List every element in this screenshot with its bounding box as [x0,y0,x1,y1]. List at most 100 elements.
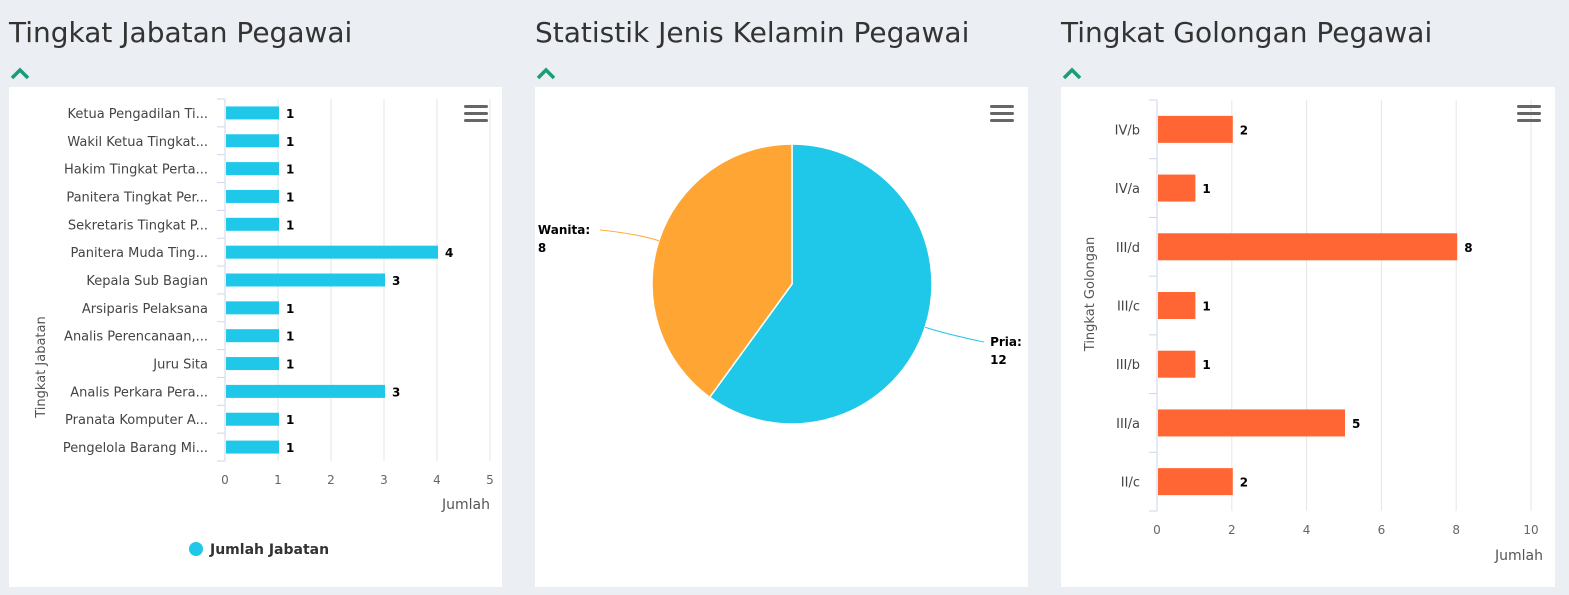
hamburger-menu-icon[interactable] [1517,105,1541,125]
category-label: Analis Perkara Pera... [70,385,208,400]
bar[interactable] [1158,115,1233,143]
category-label: Panitera Muda Ting... [71,246,208,261]
bar[interactable] [226,245,438,259]
x-tick-label: 10 [1523,523,1538,537]
bar[interactable] [1158,468,1233,496]
bar[interactable] [226,357,279,371]
data-label: 1 [286,163,294,177]
bar[interactable] [226,412,279,426]
category-label: Panitera Tingkat Per... [66,190,208,205]
category-label: III/d [1116,241,1140,256]
data-label: 1 [286,135,294,149]
bar[interactable] [1158,233,1458,261]
data-label: 1 [1202,182,1210,196]
category-label: Pengelola Barang Mi... [63,441,208,456]
hamburger-menu-icon[interactable] [464,105,488,125]
chart-golongan: 2 1 8 1 1 5 2 IV/b IV/a III/d III/c III/b III/a II/c 0… [1083,99,1543,564]
data-label: 1 [286,330,294,344]
data-label: 1 [286,190,294,204]
bar[interactable] [1158,174,1196,202]
data-label: 1 [286,413,294,427]
pie-label: Pria: [990,335,1022,349]
data-label: 8 [1464,241,1472,255]
chart-card-golongan: 2 1 8 1 1 5 2 IV/b IV/a III/d III/c III/b III/a II/c 0… [1061,87,1555,587]
x-tick-label: 6 [1378,523,1386,537]
legend-marker [189,542,203,556]
data-label: 1 [1202,300,1210,314]
pie-label: Wanita: [538,223,590,237]
data-label: 5 [1352,417,1360,431]
x-tick-label: 2 [1228,523,1236,537]
category-label: Juru Sita [152,358,208,373]
data-label: 2 [1240,123,1248,137]
data-label: 1 [1202,358,1210,372]
data-label: 1 [286,218,294,232]
category-label: Pranata Komputer A... [65,413,208,428]
data-label: 1 [286,441,294,455]
pie-slice[interactable] [651,143,793,399]
hamburger-menu-icon[interactable] [990,105,1014,125]
bar[interactable] [226,273,385,287]
bar[interactable] [226,329,279,343]
category-label: III/c [1117,300,1140,315]
x-axis-label: Jumlah [1494,548,1543,564]
data-label: 1 [286,302,294,316]
chart-jabatan: 1 1 1 1 1 4 3 1 1 1 3 1 1 Ketua Pengadilan Ti... Wakil… [34,98,494,558]
legend-item[interactable]: Jumlah Jabatan [189,542,329,558]
pie-value: 12 [990,353,1007,367]
x-tick-label: 0 [221,473,229,487]
y-axis-label: Tingkat Jabatan [34,316,49,418]
x-tick-label: 8 [1452,523,1460,537]
x-tick-label: 4 [1303,523,1311,537]
bar[interactable] [226,384,385,398]
category-label: Kepala Sub Bagian [86,274,208,289]
bar[interactable] [1158,350,1196,378]
category-label: III/a [1116,417,1140,432]
data-label: 2 [1240,476,1248,490]
bar[interactable] [226,440,279,454]
x-tick-label: 4 [433,473,441,487]
chart-jenis-kelamin: Pria: 12 Wanita: 8 [538,143,1022,425]
category-label: Wakil Ketua Tingkat... [67,135,208,150]
category-label: Arsiparis Pelaksana [82,302,208,317]
chevron-up-icon[interactable] [535,64,557,82]
chevron-up-icon[interactable] [9,64,31,82]
x-tick-label: 1 [274,473,282,487]
category-label: Hakim Tingkat Perta... [64,163,208,178]
panel-title-jenis-kelamin: Statistik Jenis Kelamin Pegawai [535,16,970,49]
panel-title-golongan: Tingkat Golongan Pegawai [1061,16,1433,49]
category-label: IV/a [1115,182,1140,197]
bar[interactable] [226,106,279,120]
y-axis-label: Tingkat Golongan [1083,237,1098,352]
bar[interactable] [226,217,279,231]
category-label: II/c [1121,476,1140,491]
category-label: Analis Perencanaan,... [64,330,208,345]
bar[interactable] [226,189,279,203]
data-label: 3 [392,274,400,288]
data-label: 1 [286,358,294,372]
pie-value: 8 [538,241,546,255]
bar[interactable] [1158,409,1345,437]
x-axis-label: Jumlah [441,497,490,513]
category-label: IV/b [1115,123,1140,138]
pie-connector [599,229,660,242]
chevron-up-icon[interactable] [1061,64,1083,82]
category-label: III/b [1116,358,1140,373]
data-label: 3 [392,385,400,399]
category-label: Ketua Pengadilan Ti... [67,107,208,122]
bar[interactable] [1158,292,1196,319]
data-label: 4 [445,246,453,260]
bar[interactable] [226,301,279,315]
data-label: 1 [286,107,294,121]
pie-connector [924,326,985,343]
x-tick-label: 2 [327,473,335,487]
panel-title-jabatan: Tingkat Jabatan Pegawai [9,16,353,49]
chart-card-jenis-kelamin: Pria: 12 Wanita: 8 [535,87,1028,587]
category-label: Sekretaris Tingkat P... [68,218,208,233]
bar[interactable] [226,134,279,148]
chart-card-jabatan: 1 1 1 1 1 4 3 1 1 1 3 1 1 Ketua Pengadilan Ti... Wakil… [9,87,502,587]
x-tick-label: 0 [1153,523,1161,537]
x-tick-label: 3 [380,473,388,487]
legend-label: Jumlah Jabatan [209,542,329,558]
bar[interactable] [226,162,279,176]
